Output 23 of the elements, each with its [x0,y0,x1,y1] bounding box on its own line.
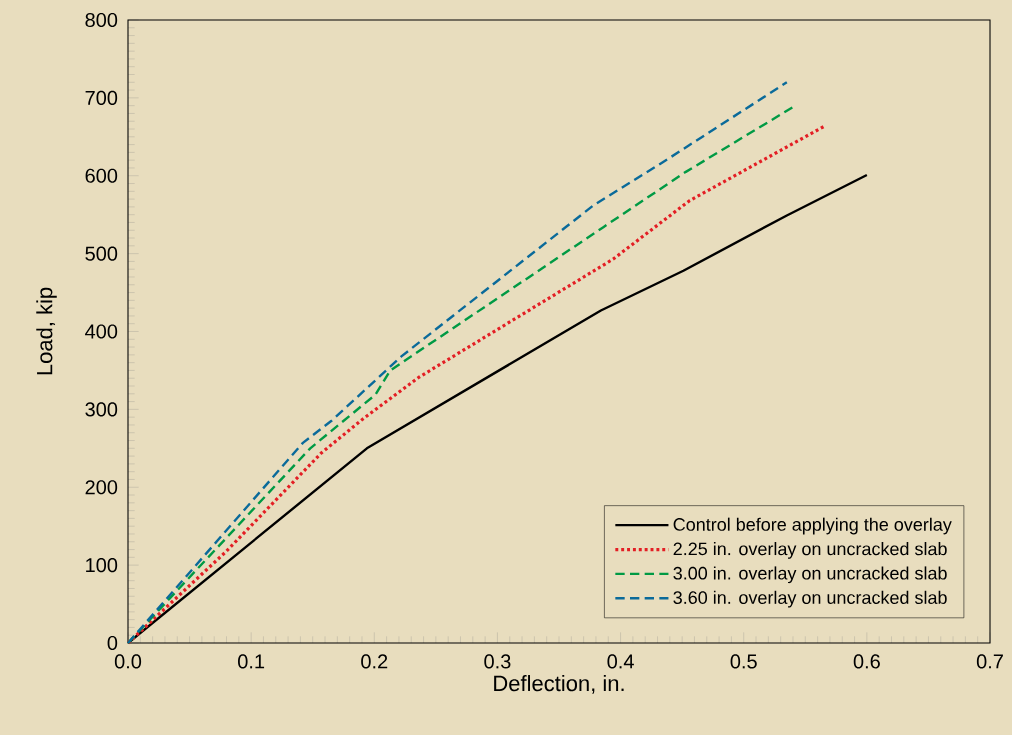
x-tick-label: 0.5 [730,654,757,669]
legend-label: 3.00 in. overlay on uncracked slab [673,566,947,584]
y-tick-label: 800 [85,12,118,28]
y-tick-label: 0 [107,635,118,651]
x-tick-label: 0.6 [853,654,880,669]
y-tick-label: 600 [85,168,118,183]
x-tick-label: 0.0 [114,654,142,669]
x-tick-label: 0.7 [976,654,1003,669]
y-axis-title: Load, kip [36,287,57,375]
x-tick-label: 0.4 [607,654,634,669]
y-tick-label: 300 [85,402,118,417]
legend-label: 3.60 in. overlay on uncracked slab [673,590,947,608]
legend-label: Control before applying the overlay [673,517,952,535]
legend-label: 2.25 in. overlay on uncracked slab [673,542,947,559]
y-tick-label: 700 [85,90,118,105]
y-tick-label: 400 [85,324,118,339]
y-tick-label: 100 [86,558,118,573]
x-tick-label: 0.2 [361,654,388,669]
x-axis-title: Deflection, in. [494,675,624,694]
x-tick-label: 0.1 [238,654,265,669]
y-tick-label: 500 [85,246,118,261]
x-tick-label: 0.3 [484,654,511,669]
y-tick-label: 200 [85,480,118,495]
